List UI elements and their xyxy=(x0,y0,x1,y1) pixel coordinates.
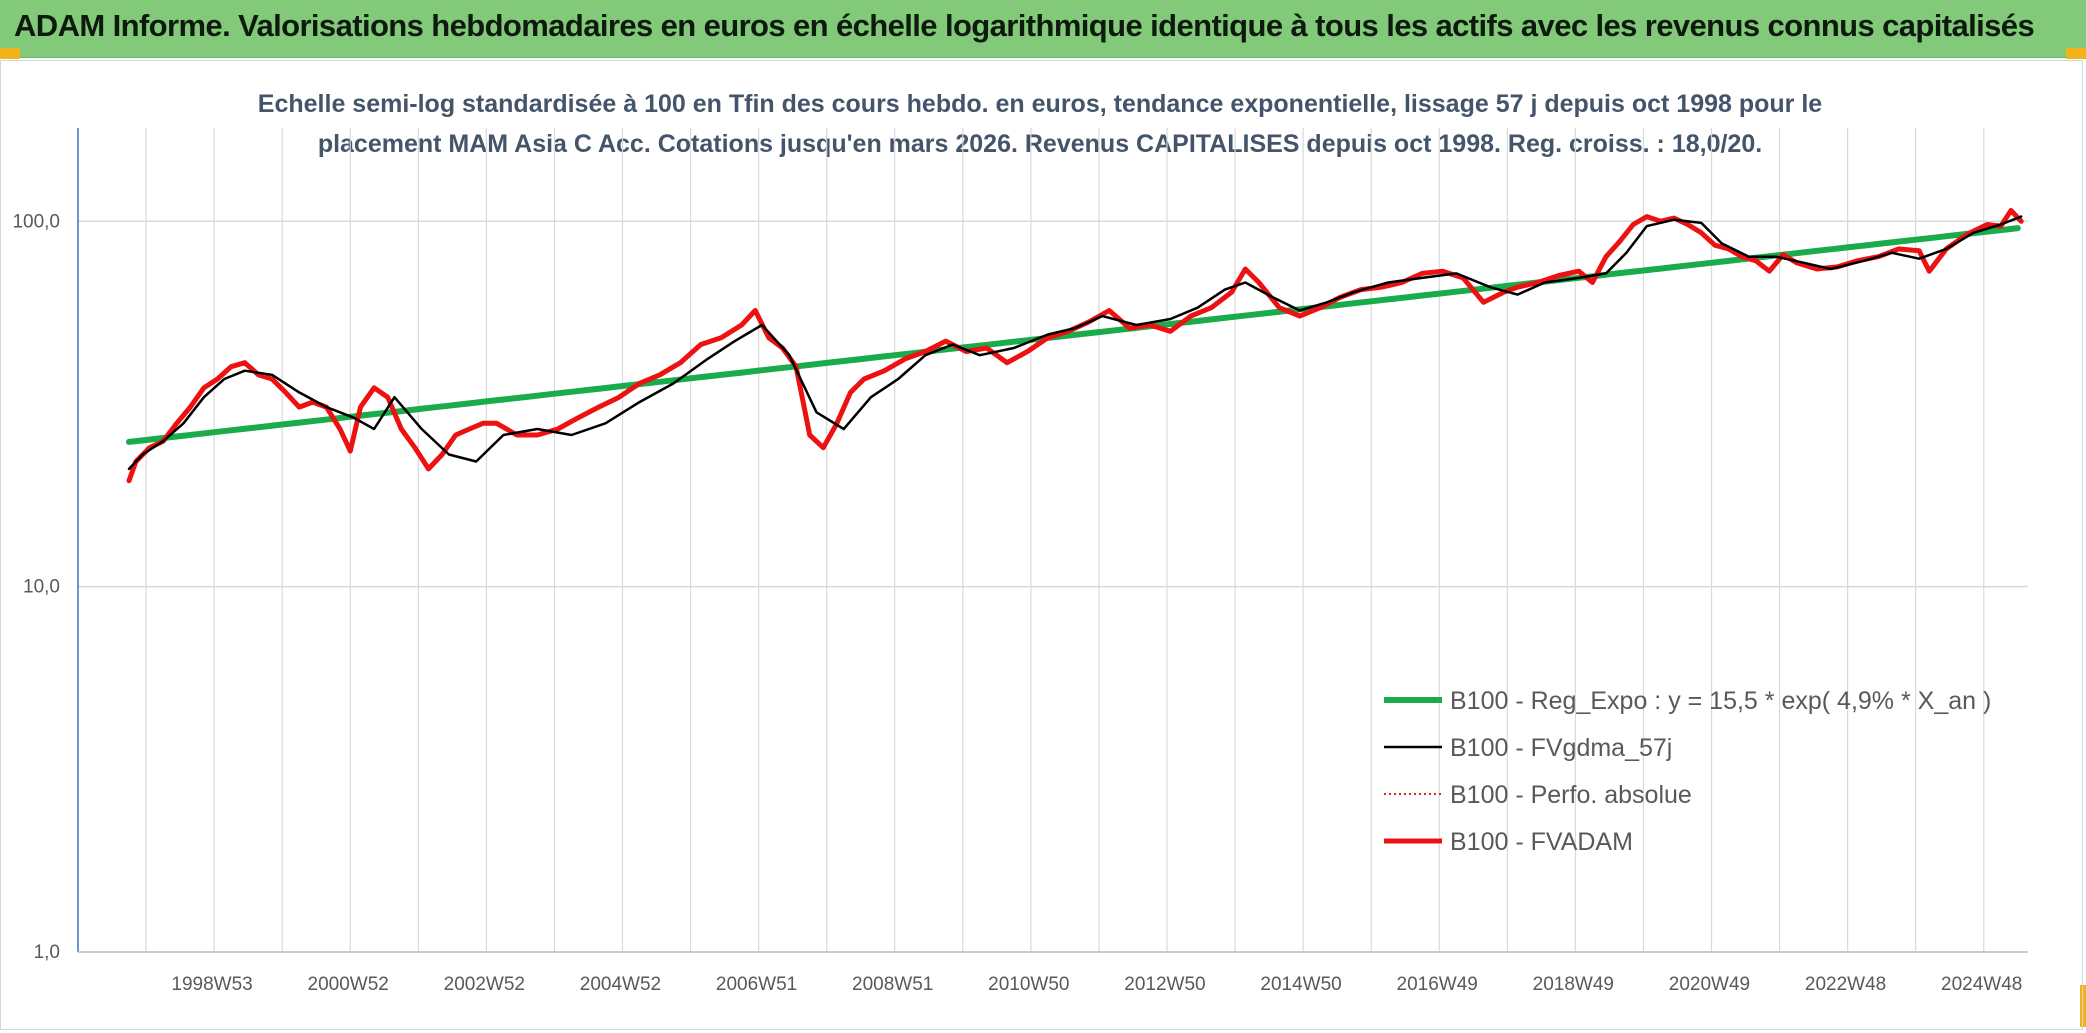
x-tick-label-0: 1998W53 xyxy=(171,974,252,995)
x-tick-label-10: 2018W49 xyxy=(1533,974,1614,995)
x-tick-label-13: 2024W48 xyxy=(1941,974,2022,995)
y-tick-label-1: 10,0 xyxy=(23,577,60,598)
series-line-0 xyxy=(126,225,2021,445)
legend-label-0: B100 - Reg_Expo : y = 15,5 * exp( 4,9% *… xyxy=(1450,687,1991,715)
chart-frame xyxy=(0,60,2083,1030)
series-line-3 xyxy=(126,208,2024,484)
x-tick-label-12: 2022W48 xyxy=(1805,974,1886,995)
subtitle-line-2: placement MAM Asia C Acc. Cotations jusq… xyxy=(317,130,1763,158)
x-tick-labels: 1998W53 2000W52 2002W52 2004W52 2006W51 2008W… xyxy=(171,974,2022,995)
y-tick-labels: 1,0 10,0 100,0 xyxy=(12,211,60,963)
series-lines xyxy=(126,208,2024,484)
chart-title: ADAM Informe. Valorisations hebdomadaire… xyxy=(14,8,2035,43)
x-tick-label-5: 2008W51 xyxy=(852,974,933,995)
legend: B100 - Reg_Expo : y = 15,5 * exp( 4,9% *… xyxy=(1384,687,1991,856)
legend-label-1: B100 - FVgdma_57j xyxy=(1450,734,1672,762)
x-tick-label-8: 2014W50 xyxy=(1260,974,1341,995)
x-tick-label-7: 2012W50 xyxy=(1124,974,1205,995)
x-tick-label-2: 2002W52 xyxy=(444,974,525,995)
corner-marker-top-left xyxy=(0,48,20,59)
chart-subtitle: Echelle semi-log standardisée à 100 en T… xyxy=(240,84,1840,164)
x-tick-label-3: 2004W52 xyxy=(580,974,661,995)
x-tick-label-6: 2010W50 xyxy=(988,974,1069,995)
y-tick-label-0: 1,0 xyxy=(34,942,60,963)
subtitle-line-1: Echelle semi-log standardisée à 100 en T… xyxy=(257,90,1823,118)
title-bar: ADAM Informe. Valorisations hebdomadaire… xyxy=(0,0,2086,58)
x-tick-label-1: 2000W52 xyxy=(308,974,389,995)
grid-lines xyxy=(77,128,2028,953)
x-tick-label-11: 2020W49 xyxy=(1669,974,1750,995)
legend-label-3: B100 - FVADAM xyxy=(1450,828,1633,856)
legend-label-2: B100 - Perfo. absolue xyxy=(1450,781,1692,809)
corner-marker-bottom-right xyxy=(2080,985,2086,1027)
series-line-1 xyxy=(127,215,2023,471)
axes xyxy=(77,128,2028,953)
corner-marker-top-right xyxy=(2066,48,2086,59)
y-tick-label-2: 100,0 xyxy=(12,211,60,232)
x-tick-label-9: 2016W49 xyxy=(1397,974,1478,995)
x-tick-label-4: 2006W51 xyxy=(716,974,797,995)
